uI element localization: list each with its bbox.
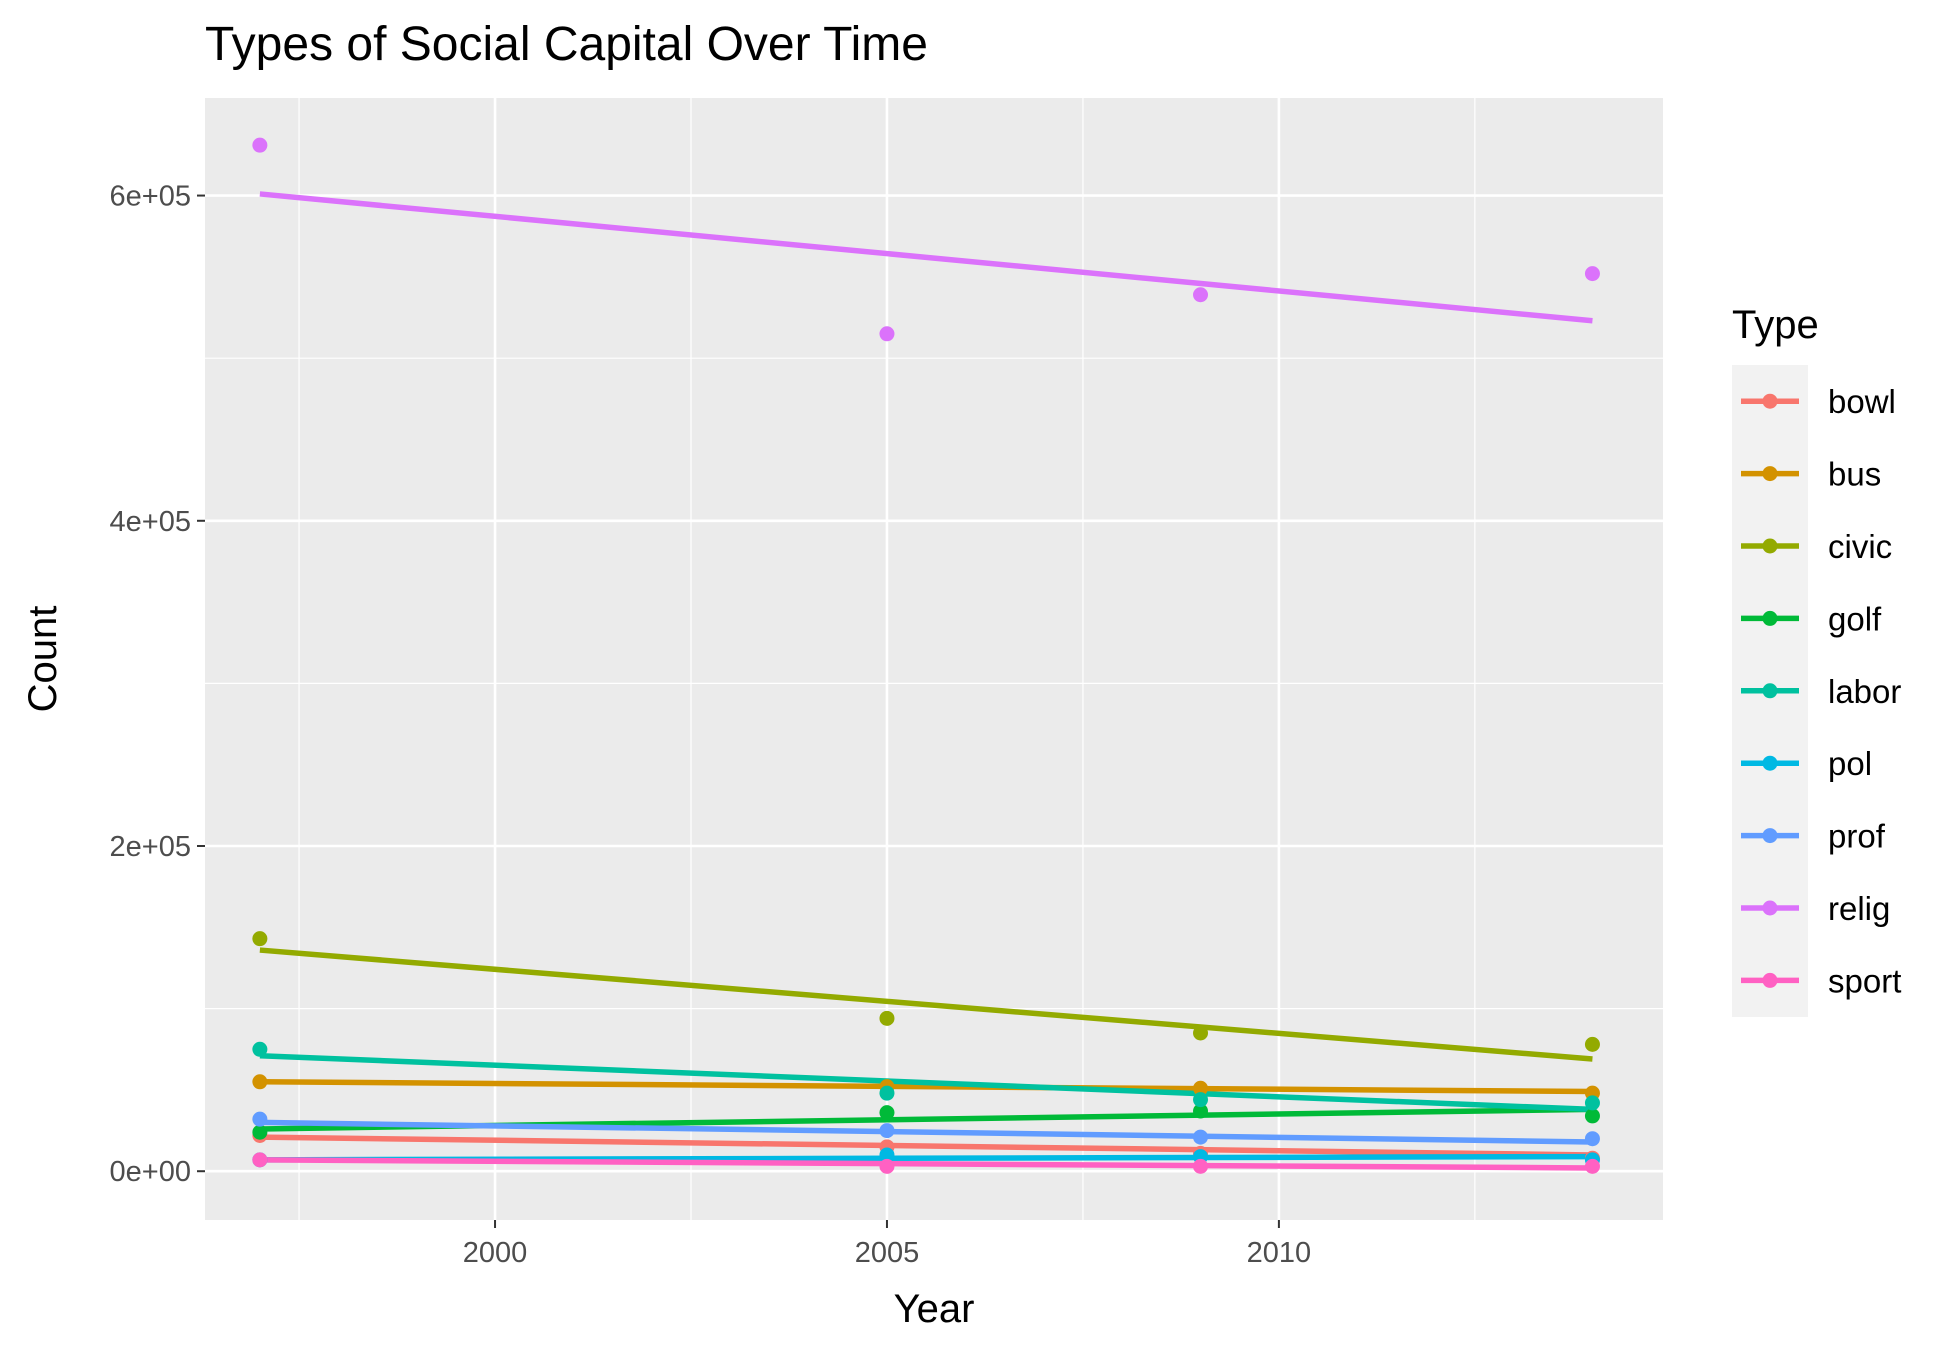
data-point-civic — [879, 1010, 895, 1026]
legend-key-point-labor — [1762, 683, 1778, 699]
data-point-sport — [879, 1158, 895, 1174]
legend-label-bowl: bowl — [1828, 383, 1896, 420]
legend-key-point-golf — [1762, 610, 1778, 626]
data-point-labor — [879, 1085, 895, 1101]
x-tick-label: 2005 — [855, 1237, 920, 1269]
legend-key-point-relig — [1762, 900, 1778, 916]
trend-line-bowl — [259, 1134, 1593, 1158]
point-layer — [252, 137, 1600, 1174]
x-axis-label: Year — [894, 1287, 975, 1331]
data-point-relig — [879, 326, 895, 342]
data-point-pol — [879, 1147, 895, 1163]
data-point-relig — [1584, 266, 1600, 282]
data-point-bus — [1193, 1080, 1209, 1096]
data-point-bus — [252, 1074, 268, 1090]
y-tick-label: 2e+05 — [110, 831, 191, 863]
data-point-labor — [1584, 1095, 1600, 1111]
legend: bowl bus civic golf labor pol prof relig sport — [1741, 383, 1901, 999]
data-point-sport — [1193, 1158, 1209, 1174]
data-point-relig — [1193, 287, 1209, 303]
data-point-prof — [1584, 1131, 1600, 1147]
legend-title: Type — [1732, 303, 1819, 347]
legend-key-point-bowl — [1762, 393, 1778, 409]
legend-key-point-prof — [1762, 828, 1778, 844]
data-point-prof — [1193, 1129, 1209, 1145]
legend-label-pol: pol — [1828, 745, 1872, 782]
legend-key-point-sport — [1762, 972, 1778, 988]
y-axis-label: Count — [21, 606, 65, 713]
legend-key-point-bus — [1762, 466, 1778, 482]
data-point-labor — [1193, 1092, 1209, 1108]
trend-line-bus — [259, 1079, 1593, 1095]
legend-key-point-civic — [1762, 538, 1778, 554]
trend-line-relig — [259, 191, 1593, 324]
chart-title: Types of Social Capital Over Time — [205, 18, 928, 71]
trend-line-civic — [259, 947, 1593, 1062]
x-tick-label: 2000 — [463, 1237, 528, 1269]
data-point-sport — [252, 1152, 268, 1168]
legend-label-labor: labor — [1828, 673, 1901, 710]
data-point-prof — [879, 1123, 895, 1139]
legend-label-sport: sport — [1828, 962, 1901, 999]
data-point-relig — [252, 137, 268, 153]
legend-label-golf: golf — [1828, 600, 1882, 637]
grid-layer — [205, 98, 1663, 1220]
trend-layer — [259, 191, 1593, 1171]
data-point-prof — [252, 1111, 268, 1127]
trend-line-labor — [259, 1053, 1593, 1113]
trend-line-sport — [259, 1157, 1593, 1171]
data-point-golf — [252, 1124, 268, 1140]
y-tick-label: 0e+00 — [110, 1156, 191, 1188]
legend-label-bus: bus — [1828, 456, 1881, 493]
data-point-labor — [252, 1041, 268, 1057]
axis-layer: 2000 2005 2010 0e+00 2e+05 4e+05 6e+05 — [110, 181, 1312, 1269]
legend-label-prof: prof — [1828, 818, 1886, 855]
y-tick-label: 4e+05 — [110, 506, 191, 538]
data-point-sport — [1584, 1158, 1600, 1174]
y-tick-label: 6e+05 — [110, 181, 191, 213]
legend-label-relig: relig — [1828, 890, 1890, 927]
x-tick-label: 2010 — [1247, 1237, 1312, 1269]
data-point-civic — [252, 931, 268, 947]
data-point-golf — [1584, 1108, 1600, 1124]
data-point-civic — [1193, 1025, 1209, 1041]
data-point-golf — [879, 1105, 895, 1121]
legend-key-point-pol — [1762, 755, 1778, 771]
legend-label-civic: civic — [1828, 528, 1892, 565]
plot-panel — [205, 98, 1663, 1220]
trend-line-prof — [259, 1119, 1593, 1145]
data-point-golf — [1193, 1103, 1209, 1119]
data-point-civic — [1584, 1036, 1600, 1052]
